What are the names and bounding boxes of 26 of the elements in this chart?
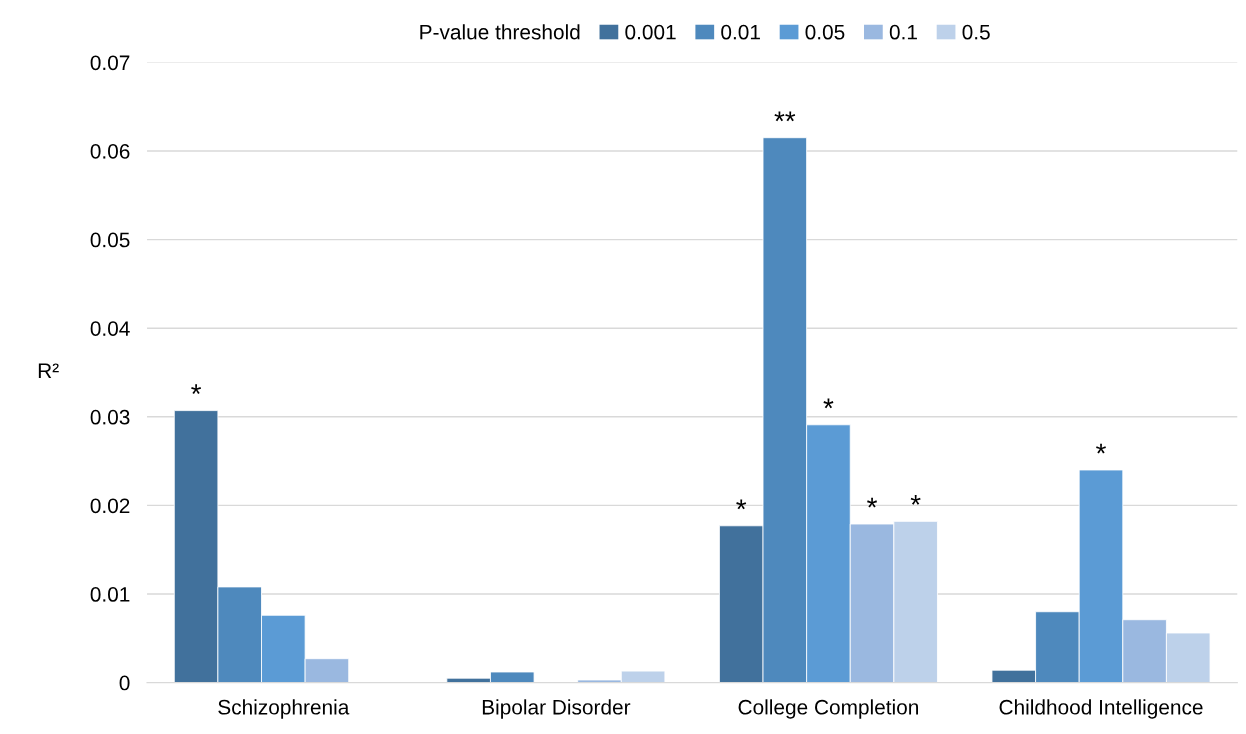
legend-label: 0.05 <box>805 24 845 40</box>
x-tick-label: Schizophrenia <box>218 699 350 719</box>
x-tick-label: Bipolar Disorder <box>482 699 631 719</box>
y-tick-label: 0.03 <box>90 409 130 425</box>
y-tick-label: 0.02 <box>90 498 130 514</box>
y-tick-label: 0.07 <box>90 55 130 71</box>
data-label: * <box>823 398 834 409</box>
y-tick-label: 0.01 <box>90 587 130 602</box>
y-tick-label: 0 <box>119 675 130 691</box>
data-label: * <box>736 499 747 510</box>
legend-label: 0.001 <box>625 24 676 40</box>
y-tick-label: 0.04 <box>90 321 130 336</box>
y-tick-label: 0.06 <box>90 144 130 159</box>
data-label: * <box>191 384 202 395</box>
legend-label: 0.01 <box>721 24 760 40</box>
y-axis-title: R² <box>38 363 59 378</box>
data-label: ** <box>774 111 796 122</box>
x-tick-label: College Completion <box>738 699 918 719</box>
legend-label: 0.1 <box>889 24 917 40</box>
data-label: * <box>910 495 921 505</box>
legend-label: 0.5 <box>962 24 990 40</box>
data-label: * <box>867 497 878 508</box>
x-tick-label: Childhood Intelligence <box>999 699 1203 719</box>
y-tick-label: 0.05 <box>90 232 130 248</box>
legend-title: P-value threshold <box>420 24 580 40</box>
data-label: * <box>1096 443 1106 454</box>
